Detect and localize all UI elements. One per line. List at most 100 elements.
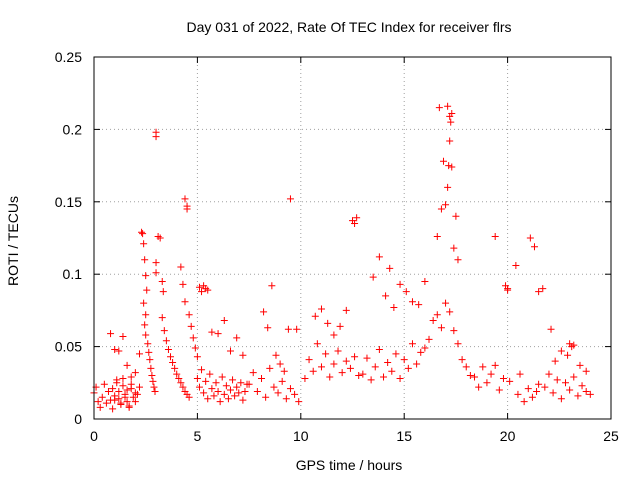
y-tick-label: 0 [74, 411, 82, 427]
data-point [313, 340, 321, 348]
data-point [442, 299, 450, 307]
data-point [216, 398, 224, 406]
data-point [152, 269, 160, 277]
data-point [241, 387, 249, 395]
data-point [450, 244, 458, 252]
data-point [164, 345, 172, 353]
data-point [549, 389, 557, 397]
data-point [582, 387, 590, 395]
data-point [222, 382, 230, 390]
data-point [260, 308, 268, 316]
data-point [115, 347, 123, 355]
data-point [433, 311, 441, 319]
data-point [111, 396, 119, 404]
data-point [330, 360, 338, 368]
data-point [305, 356, 313, 364]
data-point [195, 383, 203, 391]
data-point [104, 387, 112, 395]
data-point [353, 214, 361, 222]
data-point [245, 380, 253, 388]
data-point [479, 363, 487, 371]
data-point [268, 282, 276, 290]
data-point [239, 396, 247, 404]
data-point [158, 314, 166, 322]
x-axis-label: GPS time / hours [296, 457, 403, 473]
data-point [159, 288, 167, 296]
data-point [135, 350, 143, 358]
data-point [115, 387, 123, 395]
data-point [324, 319, 332, 327]
data-point [148, 372, 156, 380]
data-point [291, 390, 299, 398]
data-point [450, 327, 458, 335]
data-point [146, 356, 154, 364]
data-point [446, 112, 454, 120]
data-point [133, 390, 141, 398]
data-point [141, 256, 149, 264]
data-point [107, 330, 115, 338]
data-point [535, 380, 543, 388]
data-point [173, 370, 181, 378]
data-point [504, 285, 512, 293]
data-point [200, 389, 208, 397]
data-point [530, 243, 538, 251]
data-point [359, 370, 367, 378]
data-point [181, 195, 189, 203]
data-point [150, 383, 158, 391]
data-point [151, 387, 159, 395]
data-point [138, 228, 146, 236]
data-point [524, 385, 532, 393]
data-point [444, 183, 452, 191]
data-point [249, 369, 257, 377]
data-point [226, 386, 234, 394]
data-point [520, 398, 528, 406]
data-point [214, 387, 222, 395]
y-tick-label: 0.15 [55, 194, 82, 210]
data-point [100, 380, 108, 388]
data-point [202, 377, 210, 385]
data-point [142, 311, 150, 319]
data-point [317, 363, 325, 371]
data-point [506, 377, 514, 385]
data-point [442, 201, 450, 209]
data-point [140, 240, 148, 248]
data-point [231, 392, 239, 400]
data-point [444, 102, 452, 110]
data-point [119, 332, 127, 340]
data-point [311, 312, 319, 320]
data-point [113, 379, 121, 387]
data-point [369, 273, 377, 281]
data-point [336, 322, 344, 330]
data-point [533, 387, 541, 395]
data-point [402, 288, 410, 296]
data-point [121, 393, 129, 401]
data-point [429, 317, 437, 325]
data-point [147, 364, 155, 372]
data-point [491, 233, 499, 241]
data-point [96, 403, 104, 411]
data-point [363, 354, 371, 362]
data-point [185, 311, 193, 319]
data-point [226, 347, 234, 355]
data-point [123, 398, 131, 406]
y-axis-label: ROTI / TECUs [5, 196, 21, 286]
data-point [380, 373, 388, 381]
data-point [388, 367, 396, 375]
data-point [528, 393, 536, 401]
data-point [541, 383, 549, 391]
data-point [408, 298, 416, 306]
data-point [322, 350, 330, 358]
data-point [293, 325, 301, 333]
data-point [295, 398, 303, 406]
data-point [408, 340, 416, 348]
data-point [566, 386, 574, 394]
data-point [266, 364, 274, 372]
data-point [400, 356, 408, 364]
data-point [156, 234, 164, 242]
data-point [214, 330, 222, 338]
data-point [142, 272, 150, 280]
data-point [390, 304, 398, 312]
data-point [286, 195, 294, 203]
data-point [181, 298, 189, 306]
data-point [448, 163, 456, 171]
